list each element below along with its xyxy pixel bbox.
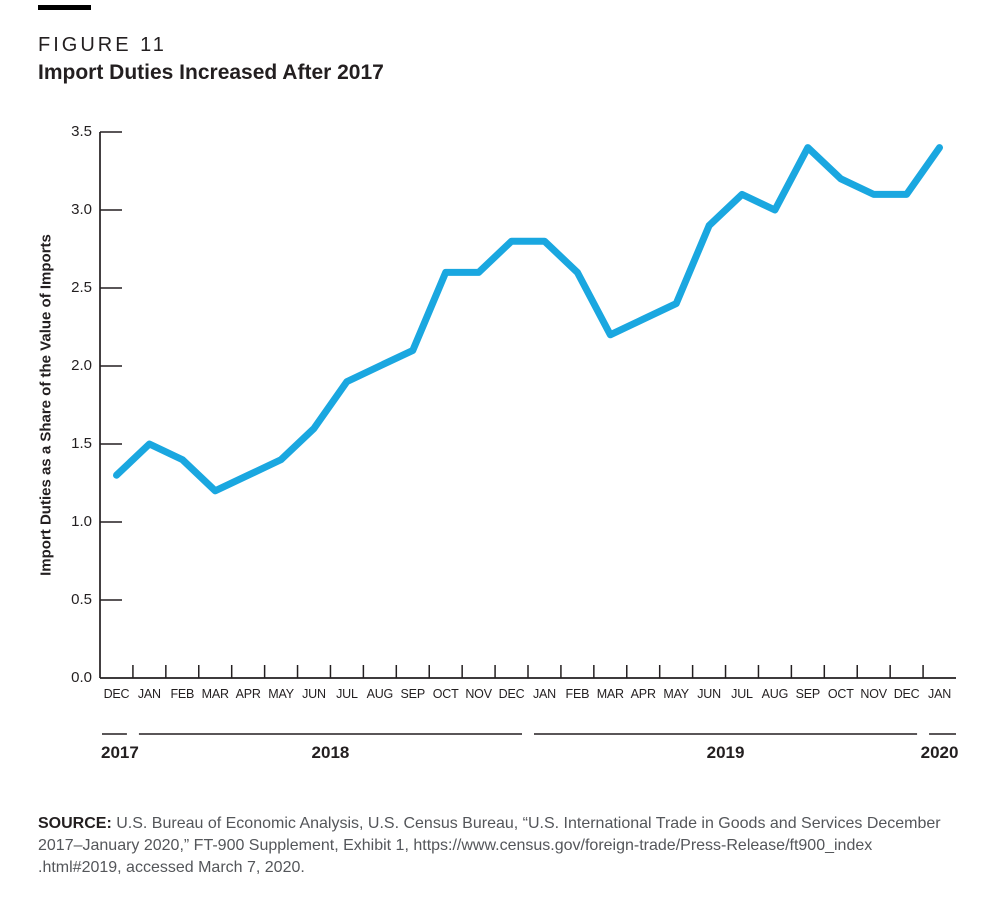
month-label: APR (235, 687, 261, 701)
year-label: 2018 (311, 743, 350, 762)
figure-title: Import Duties Increased After 2017 (38, 61, 384, 84)
y-tick-label: 0.5 (71, 591, 92, 608)
source-note: SOURCE: U.S. Bureau of Economic Analysis… (38, 813, 968, 879)
top-rule (38, 5, 91, 10)
month-label: DEC (498, 687, 525, 701)
year-label: 2020 (920, 743, 959, 762)
y-tick-label: 3.0 (71, 201, 92, 218)
month-label: MAR (596, 687, 624, 701)
month-label: OCT (827, 687, 854, 701)
month-label: DEC (893, 687, 920, 701)
month-label: DEC (103, 687, 130, 701)
month-label: APR (630, 687, 656, 701)
y-tick-label: 1.0 (71, 513, 92, 530)
y-tick-label: 2.0 (71, 357, 92, 374)
month-label: JUL (731, 687, 753, 701)
month-label: AUG (366, 687, 394, 701)
y-tick-label: 2.5 (71, 279, 92, 296)
source-label: SOURCE: (38, 815, 112, 832)
month-label: SEP (795, 687, 821, 701)
data-line (113, 144, 943, 495)
month-label: JUN (302, 687, 326, 701)
month-label: JUL (336, 687, 358, 701)
figure-label: FIGURE 11 (38, 34, 167, 56)
month-label: NOV (465, 687, 492, 701)
month-label: FEB (565, 687, 590, 701)
month-label: MAR (201, 687, 229, 701)
month-label: FEB (170, 687, 195, 701)
month-label: OCT (432, 687, 459, 701)
month-label: JAN (137, 687, 161, 701)
source-line: 2017–January 2020,” FT-900 Supplement, E… (38, 837, 873, 854)
month-label: JUN (697, 687, 721, 701)
month-label: MAY (663, 687, 689, 701)
month-label: JAN (928, 687, 952, 701)
month-label: JAN (532, 687, 556, 701)
y-tick-label: 1.5 (71, 435, 92, 452)
year-label: 2019 (706, 743, 745, 762)
source-line: .html#2019, accessed March 7, 2020. (38, 859, 305, 876)
month-label: NOV (860, 687, 887, 701)
month-label: SEP (400, 687, 426, 701)
month-label: AUG (761, 687, 789, 701)
source-line: U.S. Bureau of Economic Analysis, U.S. C… (116, 815, 941, 832)
y-tick-label: 0.0 (71, 669, 92, 686)
year-label: 2017 (101, 743, 139, 762)
y-tick-label: 3.5 (71, 123, 92, 140)
month-label: MAY (268, 687, 294, 701)
